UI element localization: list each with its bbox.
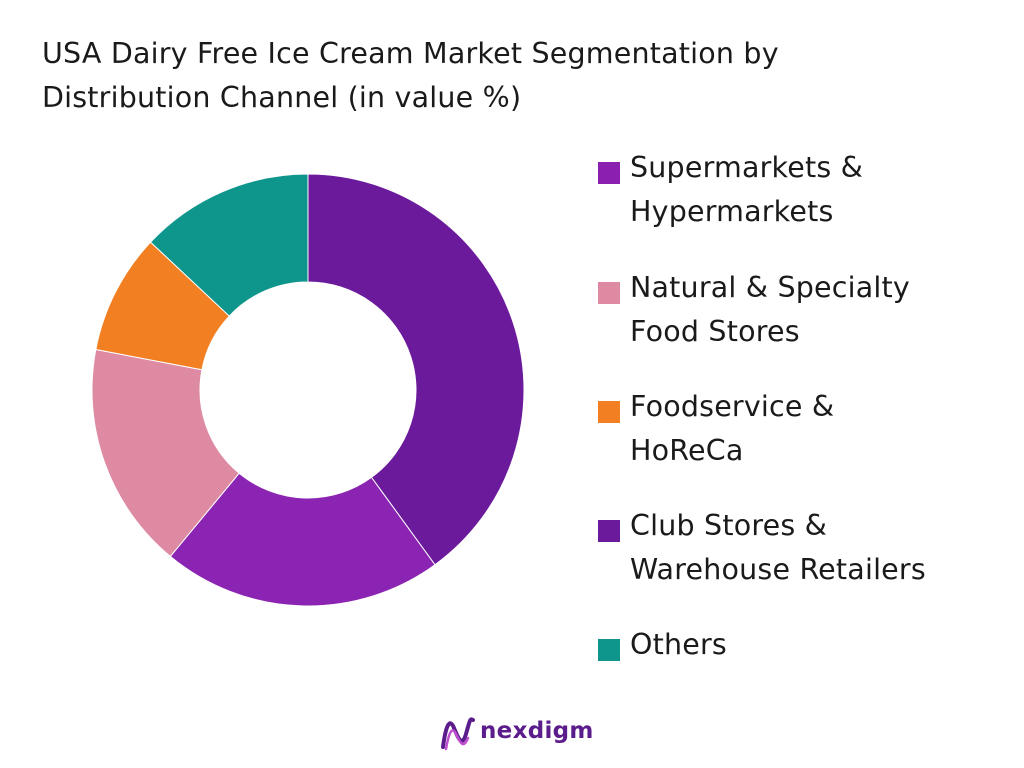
- legend-swatch-supermarkets: [598, 162, 620, 184]
- legend-label-natural-specialty: Natural & Specialty Food Stores: [630, 271, 910, 348]
- legend-label-others: Others: [630, 628, 727, 661]
- donut-slice-natural-specialty-food-stores: [91, 348, 240, 558]
- chart-title: USA Dairy Free Ice Cream Market Segmenta…: [42, 32, 942, 120]
- legend-label-club-stores: Club Stores & Warehouse Retailers: [630, 509, 926, 586]
- donut-slice-supermarkets-hypermarkets: [307, 173, 525, 566]
- donut-slice-others: [149, 173, 309, 317]
- legend-label-foodservice: Foodservice & HoReCa: [630, 390, 835, 467]
- legend-swatch-others: [598, 639, 620, 661]
- legend-swatch-foodservice: [598, 401, 620, 423]
- legend-swatch-club-stores: [598, 520, 620, 542]
- legend-label-supermarkets: Supermarkets & Hypermarkets: [630, 151, 864, 228]
- chart-title-line-1: USA Dairy Free Ice Cream Market Segmenta…: [42, 37, 779, 70]
- logo-wordmark: nexdigm: [480, 718, 594, 744]
- nexdigm-logo: nexdigm: [440, 712, 600, 754]
- nexdigm-wave-icon: [441, 717, 475, 751]
- donut-slice-club-stores-warehouse-retailers: [169, 472, 436, 607]
- legend-swatch-natural-specialty: [598, 282, 620, 304]
- chart-title-line-2: Distribution Channel (in value %): [42, 81, 522, 114]
